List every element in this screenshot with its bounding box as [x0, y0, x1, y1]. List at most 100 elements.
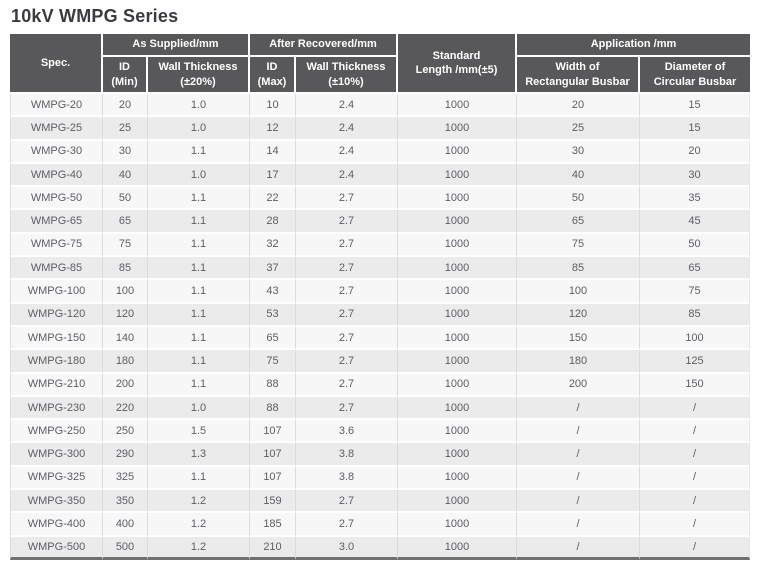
- spec-cell: WMPG-150: [10, 326, 103, 351]
- wall-thickness-20-cell: 1.2: [148, 490, 250, 514]
- id-min-cell: 220: [103, 396, 148, 421]
- standard-length-cell: 1000: [398, 94, 517, 118]
- standard-length-cell: 1000: [398, 513, 517, 537]
- width-rectangular-busbar-cell: 100: [517, 280, 640, 304]
- spec-cell: WMPG-75: [10, 233, 103, 258]
- table-row: WMPG-25 25 1.0 12 2.4 1000 25 15: [10, 117, 750, 141]
- table-row: WMPG-210 200 1.1 88 2.7 1000 200 150: [10, 373, 750, 397]
- width-rectangular-busbar-cell: 40: [517, 163, 640, 188]
- diameter-circular-busbar-cell: 45: [640, 210, 750, 234]
- spec-cell: WMPG-230: [10, 396, 103, 421]
- standard-length-cell: 1000: [398, 396, 517, 421]
- wall-thickness-10-cell: 2.7: [296, 326, 398, 351]
- standard-length-cell: 1000: [398, 233, 517, 258]
- table-header: Spec. As Supplied/mm After Recovered/mm …: [10, 34, 750, 94]
- id-max-cell: 107: [250, 420, 296, 444]
- wall-thickness-10-cell: 2.7: [296, 257, 398, 281]
- width-rectangular-busbar-cell: 25: [517, 117, 640, 141]
- diameter-circular-busbar-cell: 65: [640, 257, 750, 281]
- spec-cell: WMPG-85: [10, 257, 103, 281]
- standard-length-cell: 1000: [398, 187, 517, 211]
- id-min-cell: 100: [103, 280, 148, 304]
- wall-thickness-20-cell: 1.1: [148, 326, 250, 351]
- header-width-rectangular-busbar: Width of Rectangular Busbar: [517, 57, 640, 94]
- id-min-cell: 120: [103, 303, 148, 327]
- standard-length-cell: 1000: [398, 443, 517, 467]
- wall-thickness-20-cell: 1.1: [148, 350, 250, 374]
- spec-cell: WMPG-65: [10, 210, 103, 234]
- standard-length-cell: 1000: [398, 536, 517, 560]
- standard-length-cell: 1000: [398, 373, 517, 397]
- id-min-cell: 25: [103, 117, 148, 141]
- width-rectangular-busbar-cell: /: [517, 396, 640, 421]
- spec-cell: WMPG-400: [10, 513, 103, 537]
- wall-thickness-10-cell: 2.7: [296, 513, 398, 537]
- standard-length-cell: 1000: [398, 350, 517, 374]
- header-wall-thickness-20: Wall Thickness (±20%): [148, 57, 250, 94]
- wall-thickness-10-cell: 2.4: [296, 117, 398, 141]
- diameter-circular-busbar-cell: /: [640, 513, 750, 537]
- width-rectangular-busbar-cell: /: [517, 443, 640, 467]
- spec-cell: WMPG-325: [10, 466, 103, 491]
- id-min-cell: 400: [103, 513, 148, 537]
- table-row: WMPG-500 500 1.2 210 3.0 1000 / /: [10, 536, 750, 560]
- table-body: WMPG-20 20 1.0 10 2.4 1000 20 15 WMPG-25…: [10, 94, 750, 560]
- wall-thickness-20-cell: 1.0: [148, 94, 250, 118]
- header-as-supplied: As Supplied/mm: [103, 34, 250, 57]
- wall-thickness-10-cell: 2.4: [296, 94, 398, 118]
- wall-thickness-20-cell: 1.1: [148, 257, 250, 281]
- id-max-cell: 53: [250, 303, 296, 327]
- table-row: WMPG-100 100 1.1 43 2.7 1000 100 75: [10, 280, 750, 304]
- table-row: WMPG-120 120 1.1 53 2.7 1000 120 85: [10, 303, 750, 327]
- standard-length-cell: 1000: [398, 280, 517, 304]
- wall-thickness-20-cell: 1.0: [148, 163, 250, 188]
- wall-thickness-10-cell: 3.0: [296, 536, 398, 560]
- diameter-circular-busbar-cell: 150: [640, 373, 750, 397]
- table-row: WMPG-300 290 1.3 107 3.8 1000 / /: [10, 443, 750, 467]
- id-min-cell: 500: [103, 536, 148, 560]
- wall-thickness-20-cell: 1.1: [148, 303, 250, 327]
- wall-thickness-10-cell: 2.7: [296, 373, 398, 397]
- header-wall-thickness-10: Wall Thickness (±10%): [296, 57, 398, 94]
- id-min-cell: 30: [103, 140, 148, 164]
- wall-thickness-10-cell: 2.7: [296, 210, 398, 234]
- wall-thickness-20-cell: 1.0: [148, 396, 250, 421]
- wall-thickness-10-cell: 2.7: [296, 490, 398, 514]
- wall-thickness-10-cell: 2.4: [296, 140, 398, 164]
- wall-thickness-20-cell: 1.1: [148, 187, 250, 211]
- id-min-cell: 200: [103, 373, 148, 397]
- wall-thickness-10-cell: 2.7: [296, 280, 398, 304]
- width-rectangular-busbar-cell: /: [517, 536, 640, 560]
- spec-cell: WMPG-50: [10, 187, 103, 211]
- wall-thickness-10-cell: 2.4: [296, 163, 398, 188]
- table-row: WMPG-150 140 1.1 65 2.7 1000 150 100: [10, 326, 750, 351]
- diameter-circular-busbar-cell: /: [640, 466, 750, 491]
- table-row: WMPG-20 20 1.0 10 2.4 1000 20 15: [10, 94, 750, 118]
- wall-thickness-10-cell: 2.7: [296, 187, 398, 211]
- wall-thickness-10-cell: 3.8: [296, 466, 398, 491]
- id-max-cell: 43: [250, 280, 296, 304]
- standard-length-cell: 1000: [398, 326, 517, 351]
- table-row: WMPG-40 40 1.0 17 2.4 1000 40 30: [10, 163, 750, 188]
- standard-length-cell: 1000: [398, 257, 517, 281]
- spec-cell: WMPG-250: [10, 420, 103, 444]
- width-rectangular-busbar-cell: 30: [517, 140, 640, 164]
- diameter-circular-busbar-cell: 125: [640, 350, 750, 374]
- id-min-cell: 250: [103, 420, 148, 444]
- id-min-cell: 140: [103, 326, 148, 351]
- width-rectangular-busbar-cell: 150: [517, 326, 640, 351]
- diameter-circular-busbar-cell: 50: [640, 233, 750, 258]
- wall-thickness-10-cell: 2.7: [296, 350, 398, 374]
- id-min-cell: 325: [103, 466, 148, 491]
- page-title: 10kV WMPG Series: [11, 6, 179, 26]
- table-row: WMPG-85 85 1.1 37 2.7 1000 85 65: [10, 257, 750, 281]
- width-rectangular-busbar-cell: 200: [517, 373, 640, 397]
- table-row: WMPG-400 400 1.2 185 2.7 1000 / /: [10, 513, 750, 537]
- header-diameter-circular-busbar: Diameter of Circular Busbar: [640, 57, 750, 94]
- diameter-circular-busbar-cell: 75: [640, 280, 750, 304]
- diameter-circular-busbar-cell: /: [640, 490, 750, 514]
- width-rectangular-busbar-cell: 180: [517, 350, 640, 374]
- wall-thickness-10-cell: 3.6: [296, 420, 398, 444]
- spec-table: Spec. As Supplied/mm After Recovered/mm …: [10, 34, 750, 560]
- id-max-cell: 88: [250, 396, 296, 421]
